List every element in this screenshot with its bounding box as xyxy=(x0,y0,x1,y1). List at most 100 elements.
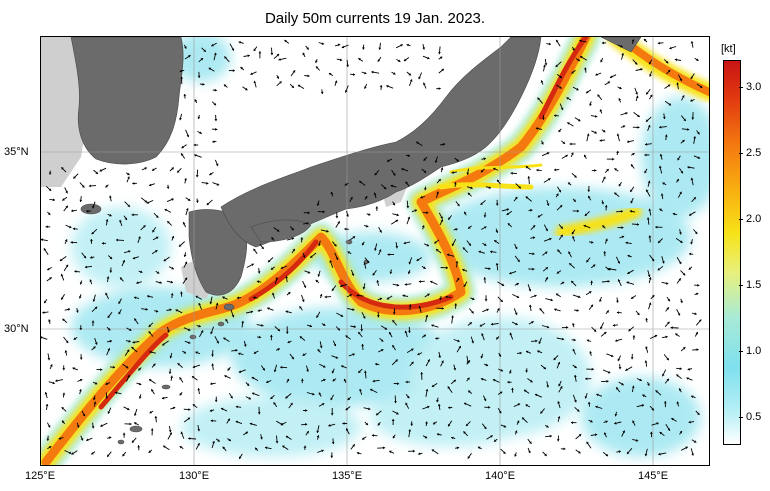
current-arrow-head xyxy=(306,369,309,372)
current-arrow-head xyxy=(532,252,535,256)
current-arrow-head xyxy=(537,214,541,218)
current-arrow-head xyxy=(144,200,147,203)
current-arrow-head xyxy=(441,68,444,72)
current-arrow-head xyxy=(287,340,290,344)
current-arrow-head xyxy=(605,420,608,424)
current-arrow-head xyxy=(420,195,423,199)
current-arrow-head xyxy=(686,377,689,380)
current-arrow-head xyxy=(386,85,389,88)
current-arrow-head xyxy=(463,431,466,434)
current-arrow-head xyxy=(307,74,310,78)
colorbar-tickmark xyxy=(739,285,743,286)
current-arrow-head xyxy=(680,170,683,174)
current-arrow-head xyxy=(493,167,496,171)
current-arrow-head xyxy=(697,156,701,159)
current-arrow-head xyxy=(699,85,703,88)
current-arrow-head xyxy=(128,328,132,331)
current-arrow-head xyxy=(203,49,206,52)
current-arrow-head xyxy=(209,409,213,412)
current-arrow-head xyxy=(462,268,465,272)
current-arrow-head xyxy=(276,229,280,232)
current-arrow-head xyxy=(251,263,254,267)
current-arrow-head xyxy=(331,288,335,291)
current-arrow-head xyxy=(118,311,121,315)
current-arrow-head xyxy=(155,215,159,218)
current-arrow-head xyxy=(352,236,356,239)
current-arrow-head xyxy=(239,456,242,459)
current-arrow-head xyxy=(659,208,662,212)
current-arrow-head xyxy=(72,227,76,231)
current-arrow-head xyxy=(572,236,575,239)
current-arrow-head xyxy=(682,272,686,276)
current-arrow-head xyxy=(84,265,88,269)
current-arrow-head xyxy=(583,224,586,228)
current-arrow-head xyxy=(181,145,184,149)
current-arrow-head xyxy=(238,352,241,356)
current-arrow-head xyxy=(163,445,166,448)
current-arrow-head xyxy=(200,58,203,61)
current-arrow-head xyxy=(690,41,694,44)
current-arrow-head xyxy=(171,167,174,170)
current-arrow-head xyxy=(454,303,458,306)
current-arrow-head xyxy=(180,76,184,79)
current-arrow-head xyxy=(484,299,488,302)
current-arrow-head xyxy=(154,416,158,419)
current-arrow-head xyxy=(307,271,311,274)
current-arrow-head xyxy=(306,222,309,225)
current-arrow-head xyxy=(588,195,591,199)
current-arrow-head xyxy=(643,39,647,42)
current-arrow-head xyxy=(210,382,213,386)
current-arrow-head xyxy=(529,304,532,308)
current-arrow-head xyxy=(82,413,86,417)
current-arrow-head xyxy=(138,382,142,386)
current-arrow-head xyxy=(596,393,599,397)
current-arrow-head xyxy=(648,302,652,305)
current-arrow-head xyxy=(601,202,605,205)
current-arrow-head xyxy=(468,226,471,229)
current-arrow-head xyxy=(47,357,51,361)
current-arrow-head xyxy=(134,422,137,425)
current-arrow-head xyxy=(644,153,647,157)
current-arrow-head xyxy=(392,345,395,348)
current-arrow-head xyxy=(243,344,247,347)
current-arrow-head xyxy=(253,80,257,84)
current-arrow-head xyxy=(251,377,255,380)
current-arrow-head xyxy=(216,183,220,186)
current-arrow-head xyxy=(223,84,227,87)
current-arrow-head xyxy=(275,441,279,444)
current-arrow-head xyxy=(345,428,349,431)
current-arrow-head xyxy=(45,225,48,229)
current-arrow-head xyxy=(319,345,323,349)
current-arrow-head xyxy=(687,166,690,169)
current-arrow-head xyxy=(655,390,658,393)
current-arrow-head xyxy=(392,320,395,323)
current-arrow-head xyxy=(179,117,182,121)
current-arrow-head xyxy=(569,142,572,146)
current-arrow-head xyxy=(73,337,77,340)
current-arrow-head xyxy=(129,422,132,426)
current-arrow-head xyxy=(573,199,576,202)
current-arrow-head xyxy=(281,422,284,426)
current-arrow-head xyxy=(337,43,341,47)
current-arrow-head xyxy=(408,73,411,76)
current-arrow-head xyxy=(411,361,414,365)
current-arrow-head xyxy=(422,47,426,50)
current-arrow-head xyxy=(561,281,565,285)
current-arrow-head xyxy=(368,407,371,411)
current-arrow-head xyxy=(625,112,628,115)
current-arrow-head xyxy=(183,254,187,257)
current-arrow-head xyxy=(490,250,493,254)
current-arrow-head xyxy=(430,280,433,284)
current-arrow-head xyxy=(306,431,309,434)
current-arrow-head xyxy=(148,331,152,334)
current-arrow-head xyxy=(72,367,75,370)
colorbar xyxy=(723,60,741,445)
current-arrow-head xyxy=(292,248,295,252)
current-arrow-head xyxy=(155,236,159,240)
current-arrow-head xyxy=(546,203,550,206)
current-arrow-head xyxy=(628,328,631,332)
current-arrow-head xyxy=(316,315,319,318)
current-arrow-head xyxy=(467,192,471,196)
current-arrow-head xyxy=(351,273,355,276)
current-arrow-head xyxy=(436,249,439,252)
